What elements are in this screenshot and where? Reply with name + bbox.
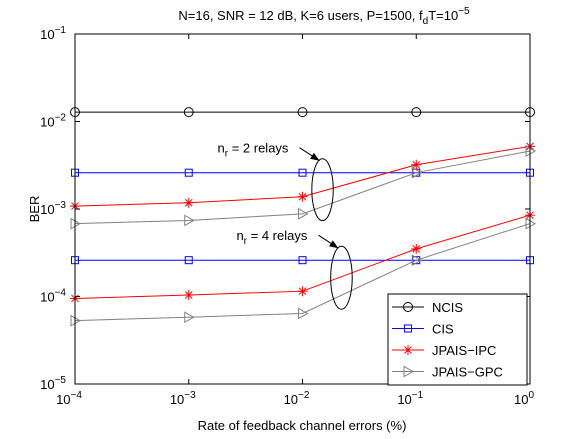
data-point	[183, 107, 194, 118]
legend-marker	[403, 345, 413, 355]
data-point	[298, 307, 309, 320]
series-line	[74, 150, 531, 225]
legend-marker	[403, 302, 413, 312]
data-point	[298, 256, 307, 265]
legend-entry-jpais-ipc: JPAIS−IPC	[392, 343, 496, 358]
y-axis-label: BER	[27, 196, 42, 223]
legend-label: CIS	[432, 322, 454, 337]
group-ellipse	[330, 245, 353, 310]
annotation-nr2: nr = 2 relays	[218, 141, 334, 222]
legend-marker	[403, 365, 415, 378]
data-point	[184, 168, 193, 177]
legend-label: JPAIS−IPC	[432, 343, 496, 358]
chart-title: N=16, SNR = 12 dB, K=6 users, P=1500, fd…	[178, 6, 470, 27]
data-point	[411, 166, 423, 179]
legend: NCIS CIS JPAIS−IPC JPAIS−GPC	[387, 293, 528, 386]
series-jpais-gpc-nr2	[70, 145, 537, 230]
data-point	[297, 191, 308, 202]
annotations: nr = 2 relays nr = 4 relays	[218, 141, 353, 310]
legend-entry-ncis: NCIS	[392, 300, 463, 315]
group-ellipse	[311, 158, 334, 222]
plot-area	[70, 107, 537, 327]
legend-label: NCIS	[432, 300, 463, 315]
annotation-label: nr = 4 relays	[236, 228, 307, 247]
annotation-label: nr = 2 relays	[218, 141, 289, 160]
series-line	[74, 223, 531, 322]
x-tick-label: 100	[514, 390, 534, 407]
legend-label: JPAIS−GPC	[432, 365, 503, 380]
data-point	[411, 159, 422, 170]
arrow-head	[310, 152, 320, 161]
y-tick-label: 10−5	[40, 375, 66, 392]
legend-entry-jpais-gpc: JPAIS−GPC	[392, 365, 503, 380]
data-point	[411, 243, 422, 254]
data-point	[298, 168, 307, 177]
arrow-head	[328, 240, 339, 249]
data-point	[183, 290, 194, 301]
data-point	[184, 256, 193, 265]
legend-marker	[404, 324, 412, 333]
data-point	[297, 107, 308, 118]
series-ncis	[70, 107, 535, 118]
legend-box	[387, 293, 528, 386]
data-point	[411, 254, 423, 267]
legend-entry-cis: CIS	[392, 322, 454, 337]
x-tick-label: 10−4	[56, 390, 82, 407]
data-point	[184, 311, 195, 324]
y-tick-label: 10−2	[40, 113, 66, 130]
data-point	[298, 208, 309, 220]
y-tick-label: 10−1	[40, 25, 66, 42]
data-point	[411, 107, 422, 118]
x-tick-label: 10−1	[397, 390, 423, 407]
y-tick-label: 10−4	[40, 288, 66, 305]
data-point	[297, 286, 308, 297]
x-axis-label: Rate of feedback channel errors (%)	[198, 418, 407, 433]
annotation-nr4: nr = 4 relays	[236, 228, 353, 310]
y-tick-label: 10−3	[40, 200, 66, 217]
x-tick-label: 10−3	[170, 390, 196, 407]
data-point	[183, 197, 194, 208]
x-tick-label: 10−2	[284, 390, 310, 407]
data-point	[184, 214, 195, 227]
